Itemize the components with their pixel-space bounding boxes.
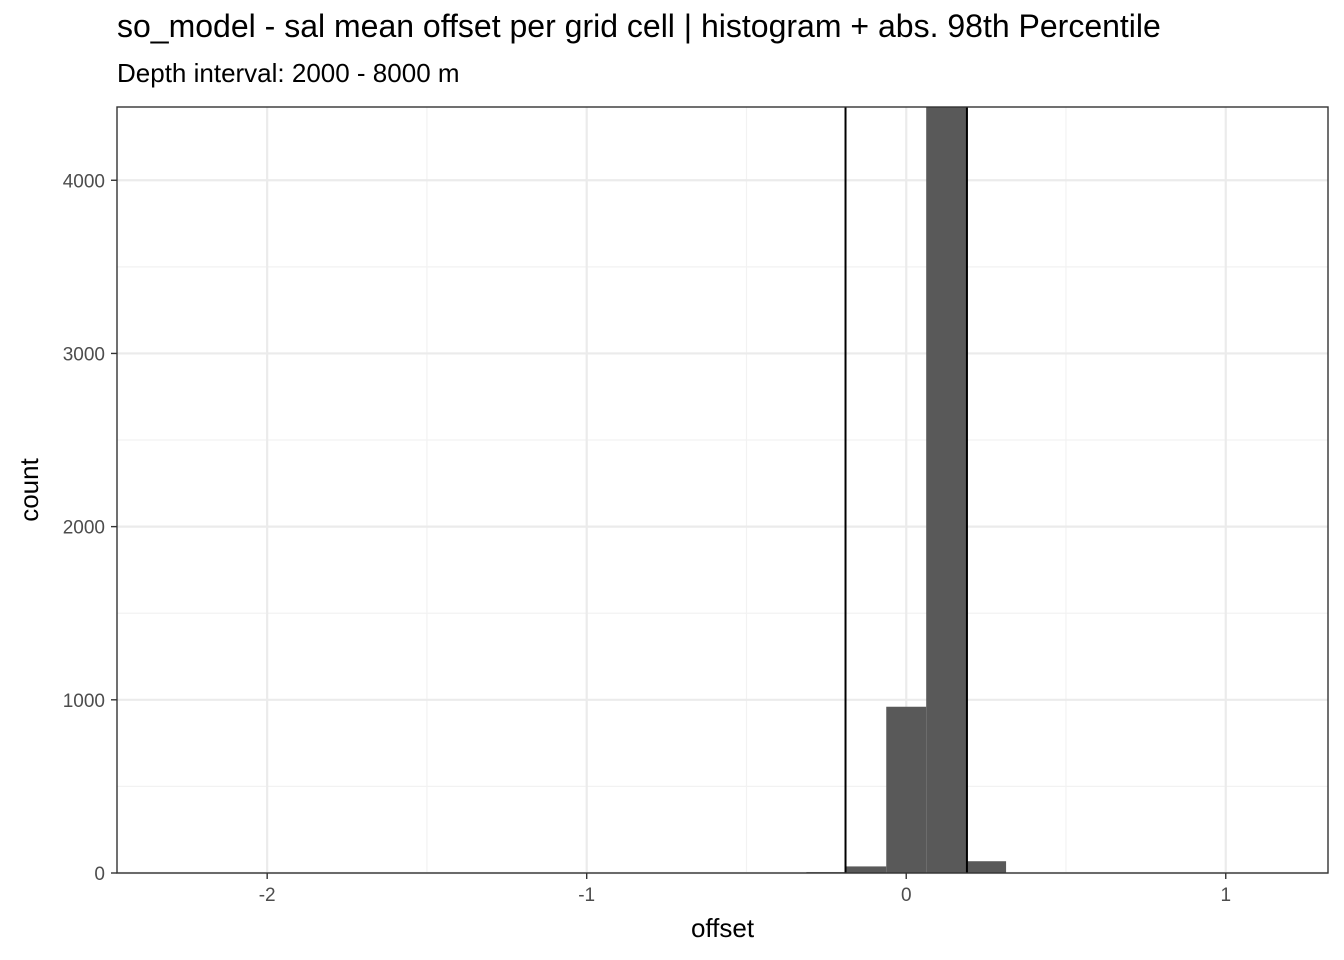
histogram-bar [966, 861, 1007, 873]
y-tick-label: 2000 [63, 518, 105, 539]
y-axis: 0 1000 2000 3000 4000 [63, 171, 117, 885]
histogram-bar [846, 866, 887, 873]
chart-subtitle: Depth interval: 2000 - 8000 m [117, 58, 460, 88]
x-axis: -2 -1 0 1 [259, 873, 1231, 906]
grid-major [117, 107, 1328, 875]
y-tick-label: 3000 [63, 344, 105, 365]
percentile-lines [844, 107, 968, 873]
x-tick-label: 0 [901, 885, 912, 906]
chart-title: so_model - sal mean offset per grid cell… [117, 8, 1161, 44]
histogram-bars [806, 107, 1007, 873]
histogram-bar [886, 706, 927, 873]
y-tick-label: 4000 [63, 171, 105, 192]
y-axis-title: count [14, 457, 44, 521]
panel-border [116, 106, 1329, 874]
y-tick-label: 1000 [63, 691, 105, 712]
x-tick-label: -2 [259, 885, 276, 906]
x-axis-title: offset [691, 913, 755, 943]
grid-minor [117, 107, 1328, 873]
y-tick-label: 0 [94, 864, 105, 885]
x-tick-label: -1 [578, 885, 595, 906]
histogram-bar [926, 107, 967, 873]
x-tick-label: 1 [1220, 885, 1231, 906]
